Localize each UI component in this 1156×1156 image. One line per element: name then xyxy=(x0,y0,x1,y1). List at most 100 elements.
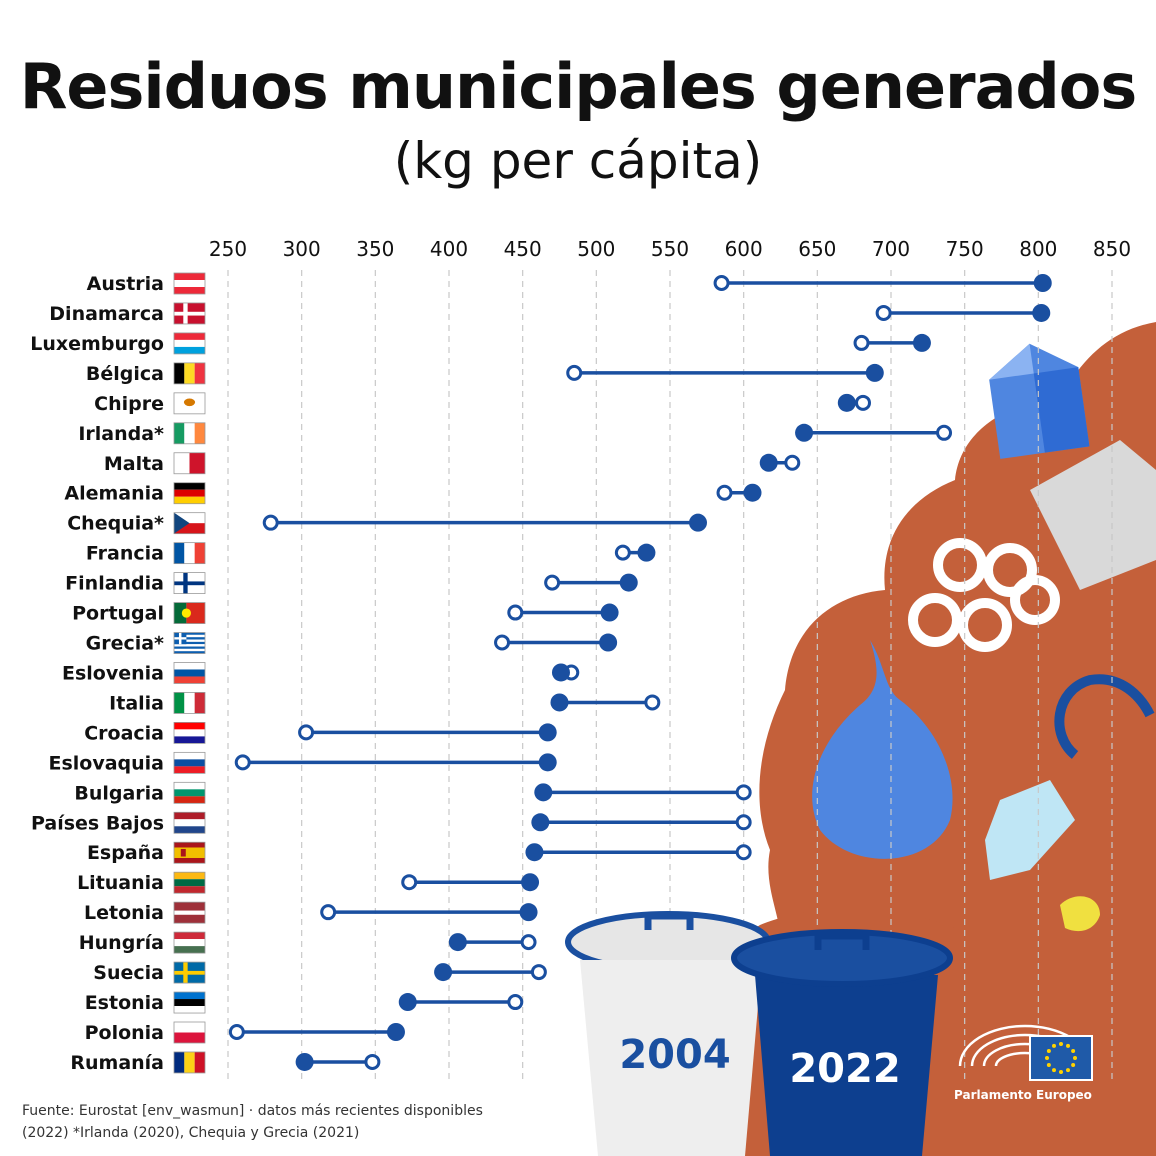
row-austria: Austria xyxy=(87,272,1052,295)
row-malta: Malta xyxy=(104,452,801,475)
x-tick-label: 700 xyxy=(872,237,910,261)
flag-icon xyxy=(173,991,206,1014)
eu-star-icon xyxy=(1059,1042,1063,1046)
country-label: Luxemburgo xyxy=(30,333,164,355)
point-2022 xyxy=(795,423,814,442)
flag-icon xyxy=(173,272,206,295)
point-2004 xyxy=(507,604,524,621)
country-label: Finlandia xyxy=(65,573,164,595)
row-bulgaria: Bulgaria xyxy=(74,781,752,804)
flag-icon xyxy=(173,1021,206,1044)
row-luxemburgo: Luxemburgo xyxy=(30,332,931,355)
point-2004 xyxy=(875,304,892,321)
point-2022 xyxy=(619,573,638,592)
country-label: España xyxy=(87,842,164,864)
flag-icon xyxy=(173,781,206,804)
eu-star-icon xyxy=(1052,1043,1056,1048)
country-label: Lituania xyxy=(77,872,164,894)
country-label: Irlanda* xyxy=(78,423,164,445)
point-2022 xyxy=(637,543,656,562)
point-2004 xyxy=(853,334,870,351)
flag-icon xyxy=(173,722,206,744)
flag-icon xyxy=(173,422,206,445)
point-2022 xyxy=(434,963,453,982)
eu-star-icon xyxy=(1066,1043,1070,1048)
point-2004 xyxy=(735,784,752,801)
row-croacia: Croacia xyxy=(84,722,557,744)
flag-icon xyxy=(173,482,206,505)
row-países-bajos: Países Bajos xyxy=(31,811,752,834)
eu-star-icon xyxy=(1052,1068,1056,1073)
flag-icon xyxy=(173,692,206,714)
point-2022 xyxy=(599,633,618,652)
x-tick-label: 250 xyxy=(209,237,247,261)
x-tick-label: 300 xyxy=(283,237,321,261)
source-note: Fuente: Eurostat [env_wasmun] · datos má… xyxy=(22,1100,542,1144)
country-label: Francia xyxy=(86,543,164,565)
row-finlandia: Finlandia xyxy=(65,572,638,595)
point-2004 xyxy=(855,394,872,411)
row-hungría: Hungría xyxy=(79,931,537,954)
chart-rows: Austria Dinamarca Luxemburgo Bélgica Chipre I… xyxy=(30,272,1052,1074)
country-label: Bulgaria xyxy=(74,782,164,804)
point-2022 xyxy=(1033,274,1052,292)
eu-star-icon xyxy=(1046,1063,1051,1067)
country-label: Bélgica xyxy=(86,363,164,385)
x-tick-label: 450 xyxy=(504,237,542,261)
point-2022 xyxy=(538,753,557,772)
row-lituania: Lituania xyxy=(77,871,540,894)
flag-icon xyxy=(173,1051,206,1074)
flag-icon xyxy=(173,961,206,984)
country-label: Italia xyxy=(109,692,164,714)
row-portugal: Portugal xyxy=(72,602,619,625)
row-estonia: Estonia xyxy=(85,991,524,1014)
row-letonia: Letonia xyxy=(84,901,538,924)
point-2022 xyxy=(534,783,553,802)
country-label: Chipre xyxy=(94,393,164,415)
country-label: Países Bajos xyxy=(31,812,164,834)
row-eslovaquia: Eslovaquia xyxy=(48,751,557,774)
row-rumanía: Rumanía xyxy=(70,1051,381,1074)
point-2004 xyxy=(494,634,511,651)
flag-icon xyxy=(173,392,206,415)
eu-star-icon xyxy=(1046,1049,1051,1053)
flag-icon xyxy=(173,332,206,355)
row-italia: Italia xyxy=(109,692,661,714)
row-grecia: Grecia* xyxy=(86,632,618,655)
eu-star-icon xyxy=(1066,1068,1070,1073)
row-chipre: Chipre xyxy=(94,392,872,415)
waste-illustration xyxy=(600,322,1156,1156)
row-francia: Francia xyxy=(86,542,656,565)
point-2022 xyxy=(531,813,550,832)
flag-icon xyxy=(173,512,206,535)
country-label: Hungría xyxy=(79,932,164,954)
country-label: Polonia xyxy=(85,1022,164,1044)
point-2022 xyxy=(386,1023,405,1041)
x-tick-label: 400 xyxy=(430,237,468,261)
point-2004 xyxy=(936,424,953,441)
point-2022 xyxy=(525,843,544,862)
bin-label-2004: 2004 xyxy=(619,1032,730,1078)
flag-icon xyxy=(173,452,206,475)
eu-star-icon xyxy=(1071,1049,1076,1053)
source-line-1: Fuente: Eurostat [env_wasmun] · datos má… xyxy=(22,1103,483,1119)
point-2004 xyxy=(716,484,733,501)
country-label: Grecia* xyxy=(86,633,164,655)
flag-icon xyxy=(173,662,206,684)
flag-icon xyxy=(173,632,206,654)
point-2022 xyxy=(688,513,707,532)
flag-icon xyxy=(173,572,206,594)
flag-icon xyxy=(173,302,206,325)
x-tick-label: 500 xyxy=(577,237,615,261)
point-2022 xyxy=(600,603,619,622)
point-2004 xyxy=(644,694,661,711)
row-suecia: Suecia xyxy=(93,961,547,984)
source-line-2: (2022) *Irlanda (2020), Chequia y Grecia… xyxy=(22,1125,360,1141)
point-2004 xyxy=(234,754,251,771)
eu-star-icon xyxy=(1045,1056,1049,1060)
country-label: Dinamarca xyxy=(49,303,164,325)
row-chequia: Chequia* xyxy=(67,512,707,535)
country-label: Croacia xyxy=(84,722,164,744)
country-label: Chequia* xyxy=(67,513,164,535)
